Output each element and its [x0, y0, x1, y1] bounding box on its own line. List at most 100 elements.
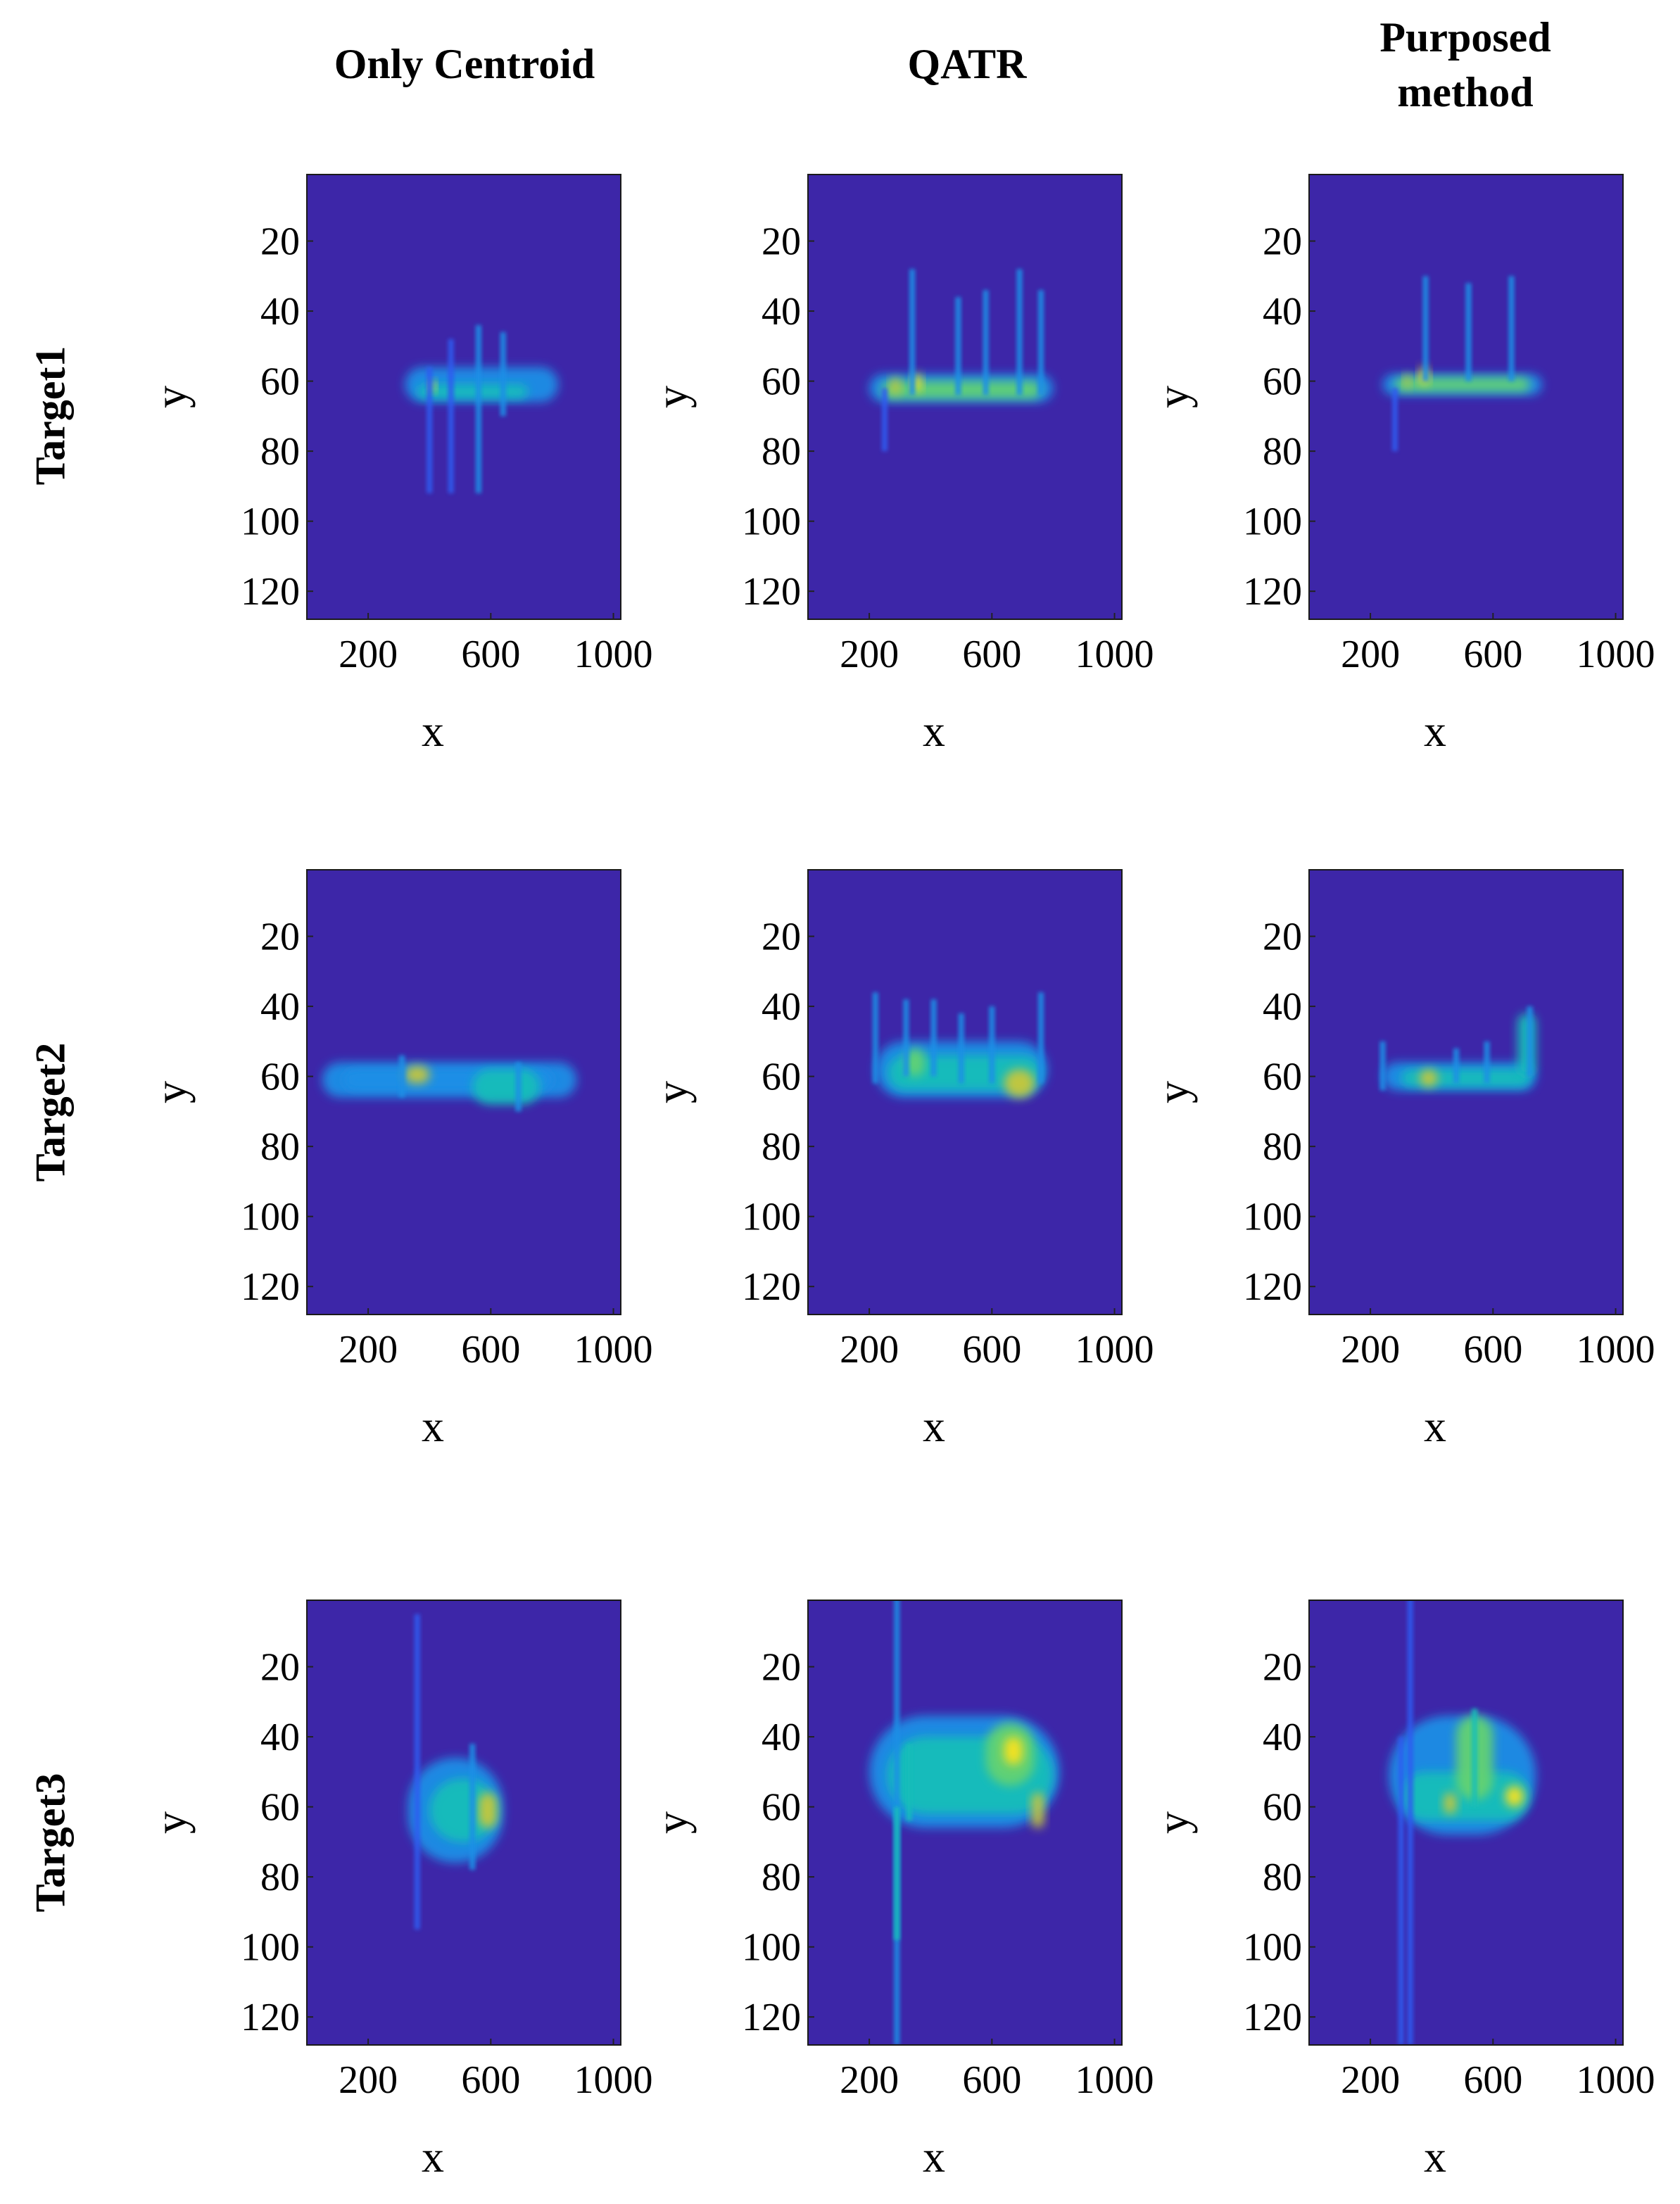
column-title-only-centroid: Only Centroid: [334, 41, 595, 87]
y-tick-label: 100: [241, 500, 300, 544]
y-tick-label: 120: [241, 1996, 300, 2039]
x-tick-label: 1000: [574, 1328, 653, 1372]
x-tick-label: 200: [339, 633, 398, 676]
x-tick-label: 200: [840, 1328, 899, 1372]
y-tick-label: 60: [260, 1786, 300, 1830]
y-tick-label: 60: [762, 1786, 801, 1830]
heatmap-streak: [1472, 1709, 1478, 1807]
y-tick-label: 120: [241, 570, 300, 614]
heatmap-background: [1309, 870, 1623, 1315]
heatmap-intensity-region: [429, 1778, 498, 1842]
x-tick-label: 200: [339, 2058, 398, 2102]
heatmap-intensity-region: [888, 1055, 1042, 1091]
y-tick-label: 100: [1243, 1926, 1302, 1970]
y-tick-label: 20: [260, 1646, 300, 1690]
column-title-purposed-method: Purposed method: [1379, 14, 1551, 115]
x-tick-label: 200: [840, 633, 899, 676]
heatmap-streak: [1391, 388, 1398, 452]
y-tick-label: 100: [742, 1926, 801, 1970]
y-tick-label: 80: [1263, 1125, 1302, 1169]
x-tick-label: 1000: [1075, 2058, 1154, 2102]
x-tick-label: 200: [339, 1328, 398, 1372]
axes-frame: [306, 174, 621, 620]
y-tick-label: 80: [260, 430, 300, 474]
x-axis-label: x: [923, 706, 945, 756]
heatmap-intensity-region: [1031, 1792, 1044, 1828]
x-tick-label: 600: [962, 1328, 1021, 1372]
axes-frame: [807, 869, 1123, 1315]
heatmap-streak: [955, 297, 961, 395]
y-tick-label: 40: [1263, 1716, 1302, 1759]
heatmap-intensity-region: [1004, 1069, 1035, 1098]
heatmap-streak: [515, 1062, 522, 1112]
x-tick-label: 600: [1463, 1328, 1522, 1372]
y-tick-label: 100: [742, 1196, 801, 1239]
heatmap-streak: [1038, 290, 1044, 395]
heatmap-streak: [1527, 1006, 1533, 1077]
heatmap-streak: [958, 1013, 964, 1084]
axes-frame: [807, 1600, 1123, 2046]
x-tick-label: 600: [962, 633, 1021, 676]
y-tick-label: 20: [1263, 1646, 1302, 1690]
x-tick-label: 1000: [574, 2058, 653, 2102]
y-tick-label: 40: [260, 290, 300, 334]
x-tick-label: 600: [461, 633, 520, 676]
x-tick-label: 1000: [1075, 633, 1154, 676]
x-tick-label: 200: [1341, 633, 1400, 676]
y-axis-label: y: [146, 1811, 196, 1834]
heatmap-streak: [872, 992, 878, 1084]
y-axis-label: y: [647, 386, 697, 408]
heatmap-streak: [1038, 992, 1044, 1084]
heatmap-streak: [1508, 276, 1515, 381]
heatmap-streak: [469, 1744, 476, 1870]
x-tick-label: 600: [1463, 633, 1522, 676]
x-axis-label: x: [422, 2132, 444, 2181]
heatmap-streak: [1016, 269, 1023, 395]
y-tick-label: 100: [1243, 1196, 1302, 1239]
x-tick-label: 600: [461, 2058, 520, 2102]
axes-frame: [1308, 869, 1624, 1315]
axes-frame: [807, 174, 1123, 620]
x-axis-label: x: [1424, 2132, 1446, 2181]
heatmap-panel: 20 40 60 80 100 120 200 600 1000 x y: [1148, 174, 1655, 756]
heatmap-intensity-region: [1004, 1737, 1023, 1765]
x-tick-label: 200: [1341, 1328, 1400, 1372]
y-tick-label: 120: [1243, 1265, 1302, 1309]
y-tick-label: 20: [762, 916, 801, 959]
x-axis-label: x: [422, 1401, 444, 1451]
y-tick-label: 20: [260, 220, 300, 264]
heatmap-panel: 20 40 60 80 100 120 200 600 1000 x y: [1148, 1600, 1655, 2181]
heatmap-intensity-region: [1419, 1069, 1438, 1087]
heatmap-streak: [1398, 1737, 1404, 2045]
heatmap-panel: 20 40 60 80 100 120 200 600 1000 x y: [1148, 869, 1655, 1451]
x-tick-label: 1000: [1577, 2058, 1655, 2102]
heatmap-streak: [906, 1744, 912, 1821]
x-axis-label: x: [1424, 706, 1446, 756]
y-tick-label: 20: [1263, 220, 1302, 264]
heatmap-panel: 20 40 60 80 100 120 200 600 1000 x y: [146, 869, 653, 1451]
y-axis-label: y: [1148, 1811, 1198, 1834]
heatmap-intensity-region: [1505, 1785, 1524, 1807]
y-tick-label: 60: [1263, 1786, 1302, 1830]
y-tick-label: 60: [260, 1056, 300, 1099]
heatmap-background: [1309, 175, 1623, 619]
heatmap-streak: [909, 269, 916, 395]
y-tick-label: 80: [762, 430, 801, 474]
y-tick-label: 120: [241, 1265, 300, 1309]
x-tick-label: 600: [461, 1328, 520, 1372]
y-tick-label: 60: [762, 360, 801, 404]
y-tick-label: 80: [762, 1856, 801, 1899]
heatmap-streak: [1379, 1041, 1386, 1091]
heatmap-streak: [881, 388, 888, 452]
y-tick-label: 40: [1263, 290, 1302, 334]
heatmap-streak: [414, 1614, 420, 1930]
heatmap-streak: [1453, 1048, 1460, 1084]
heatmap-intensity-region: [1394, 377, 1530, 392]
heatmap-streak: [500, 331, 506, 417]
heatmap-streak: [903, 999, 909, 1077]
y-tick-label: 120: [742, 570, 801, 614]
x-axis-label: x: [923, 1401, 945, 1451]
axes-frame: [306, 1600, 621, 2046]
y-tick-label: 120: [1243, 570, 1302, 614]
